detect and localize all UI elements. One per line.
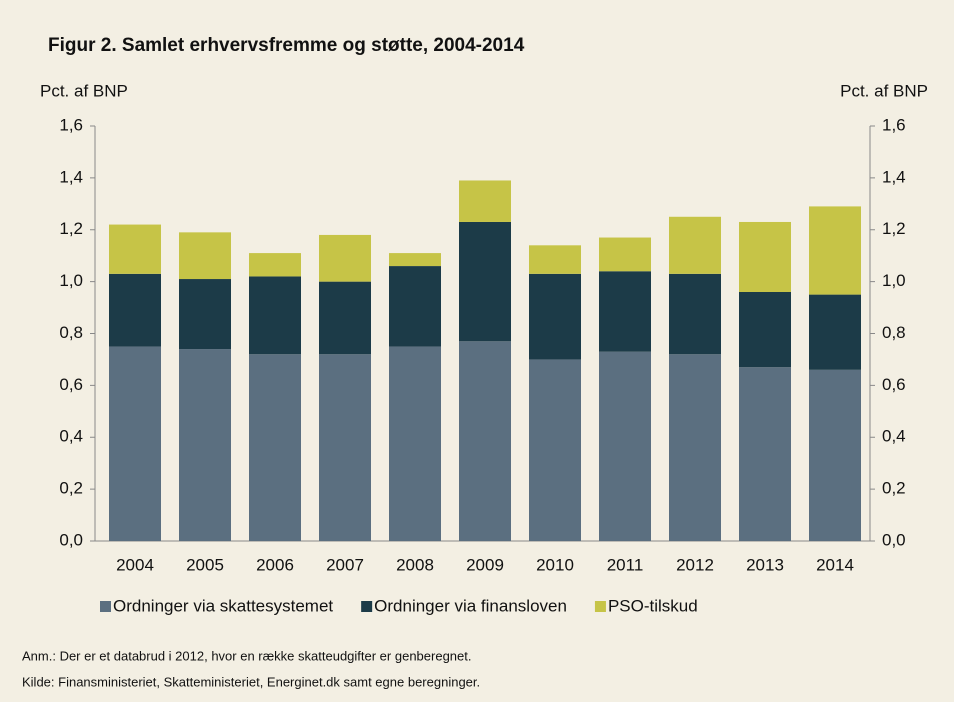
bar-segment (669, 354, 721, 541)
bar-segment (529, 273, 581, 360)
bar-segment (739, 221, 791, 292)
bar-segment (599, 271, 651, 352)
bar-segment (319, 234, 371, 282)
y-axis-label: Pct. af BNP (40, 81, 128, 100)
bar-segment (459, 341, 511, 541)
y-tick-label: 0,0 (59, 530, 83, 549)
chart-title: Figur 2. Samlet erhvervsfremme og støtte… (48, 35, 525, 56)
y2-tick-label: 1,6 (882, 115, 906, 134)
y2-tick-label: 0,8 (882, 323, 906, 342)
note: Anm.: Der er et databrud i 2012, hvor en… (22, 648, 471, 663)
bar-segment (389, 346, 441, 541)
y2-tick-label: 1,0 (882, 271, 906, 290)
bar-segment (389, 253, 441, 267)
bar-segment (109, 273, 161, 347)
bar-segment (319, 281, 371, 355)
x-tick-label: 2012 (676, 555, 714, 574)
x-tick-label: 2014 (816, 555, 854, 574)
bar-segment (529, 359, 581, 541)
bar-segment (809, 206, 861, 295)
bar-segment (389, 266, 441, 347)
x-tick-label: 2010 (536, 555, 574, 574)
x-tick-label: 2007 (326, 555, 364, 574)
bar-segment (529, 245, 581, 274)
y2-tick-label: 0,6 (882, 375, 906, 394)
x-tick-label: 2006 (256, 555, 294, 574)
x-tick-label: 2004 (116, 555, 154, 574)
y-tick-label: 0,8 (59, 323, 83, 342)
bar-segment (669, 216, 721, 274)
bar-segment (249, 276, 301, 355)
bar-segment (179, 279, 231, 350)
y-tick-label: 1,2 (59, 219, 83, 238)
bar-segment (179, 232, 231, 280)
y2-tick-label: 1,4 (882, 167, 906, 186)
bar-segment (109, 224, 161, 274)
y-tick-label: 0,4 (59, 427, 83, 446)
bar-segment (459, 180, 511, 222)
y2-tick-label: 0,4 (882, 427, 906, 446)
bar-segment (809, 294, 861, 370)
bar-segment (109, 346, 161, 541)
bar-segment (599, 351, 651, 541)
legend-swatch (361, 601, 373, 612)
bar-segment (739, 367, 791, 541)
legend-label: Ordninger via skattesystemet (113, 596, 333, 615)
y2-tick-label: 1,2 (882, 219, 906, 238)
legend-swatch (100, 601, 111, 612)
x-tick-label: 2008 (396, 555, 434, 574)
legend-label: PSO-tilskud (608, 596, 698, 615)
bar-segment (179, 349, 231, 541)
bar-segment (739, 292, 791, 368)
bar-segment (249, 253, 301, 277)
y-tick-label: 0,2 (59, 479, 83, 498)
x-tick-label: 2009 (466, 555, 504, 574)
y2-tick-label: 0,0 (882, 530, 906, 549)
bar-segment (669, 273, 721, 355)
y2-axis-label: Pct. af BNP (840, 81, 928, 100)
bar-segment (459, 221, 511, 342)
bar-segment (249, 354, 301, 541)
bar-segment (319, 354, 371, 541)
legend-label: Ordninger via finansloven (374, 596, 567, 615)
y-tick-label: 1,4 (59, 167, 83, 186)
x-tick-label: 2005 (186, 555, 224, 574)
legend-swatch (594, 601, 606, 612)
y-tick-label: 1,0 (59, 271, 83, 290)
x-tick-label: 2011 (607, 555, 644, 574)
y2-tick-label: 0,2 (882, 479, 906, 498)
bar-segment (599, 237, 651, 272)
bar-segment (809, 369, 861, 541)
y-tick-label: 1,6 (59, 115, 83, 134)
x-tick-label: 2013 (746, 555, 784, 574)
y-tick-label: 0,6 (59, 375, 83, 394)
note: Kilde: Finansministeriet, Skatteminister… (22, 674, 480, 689)
